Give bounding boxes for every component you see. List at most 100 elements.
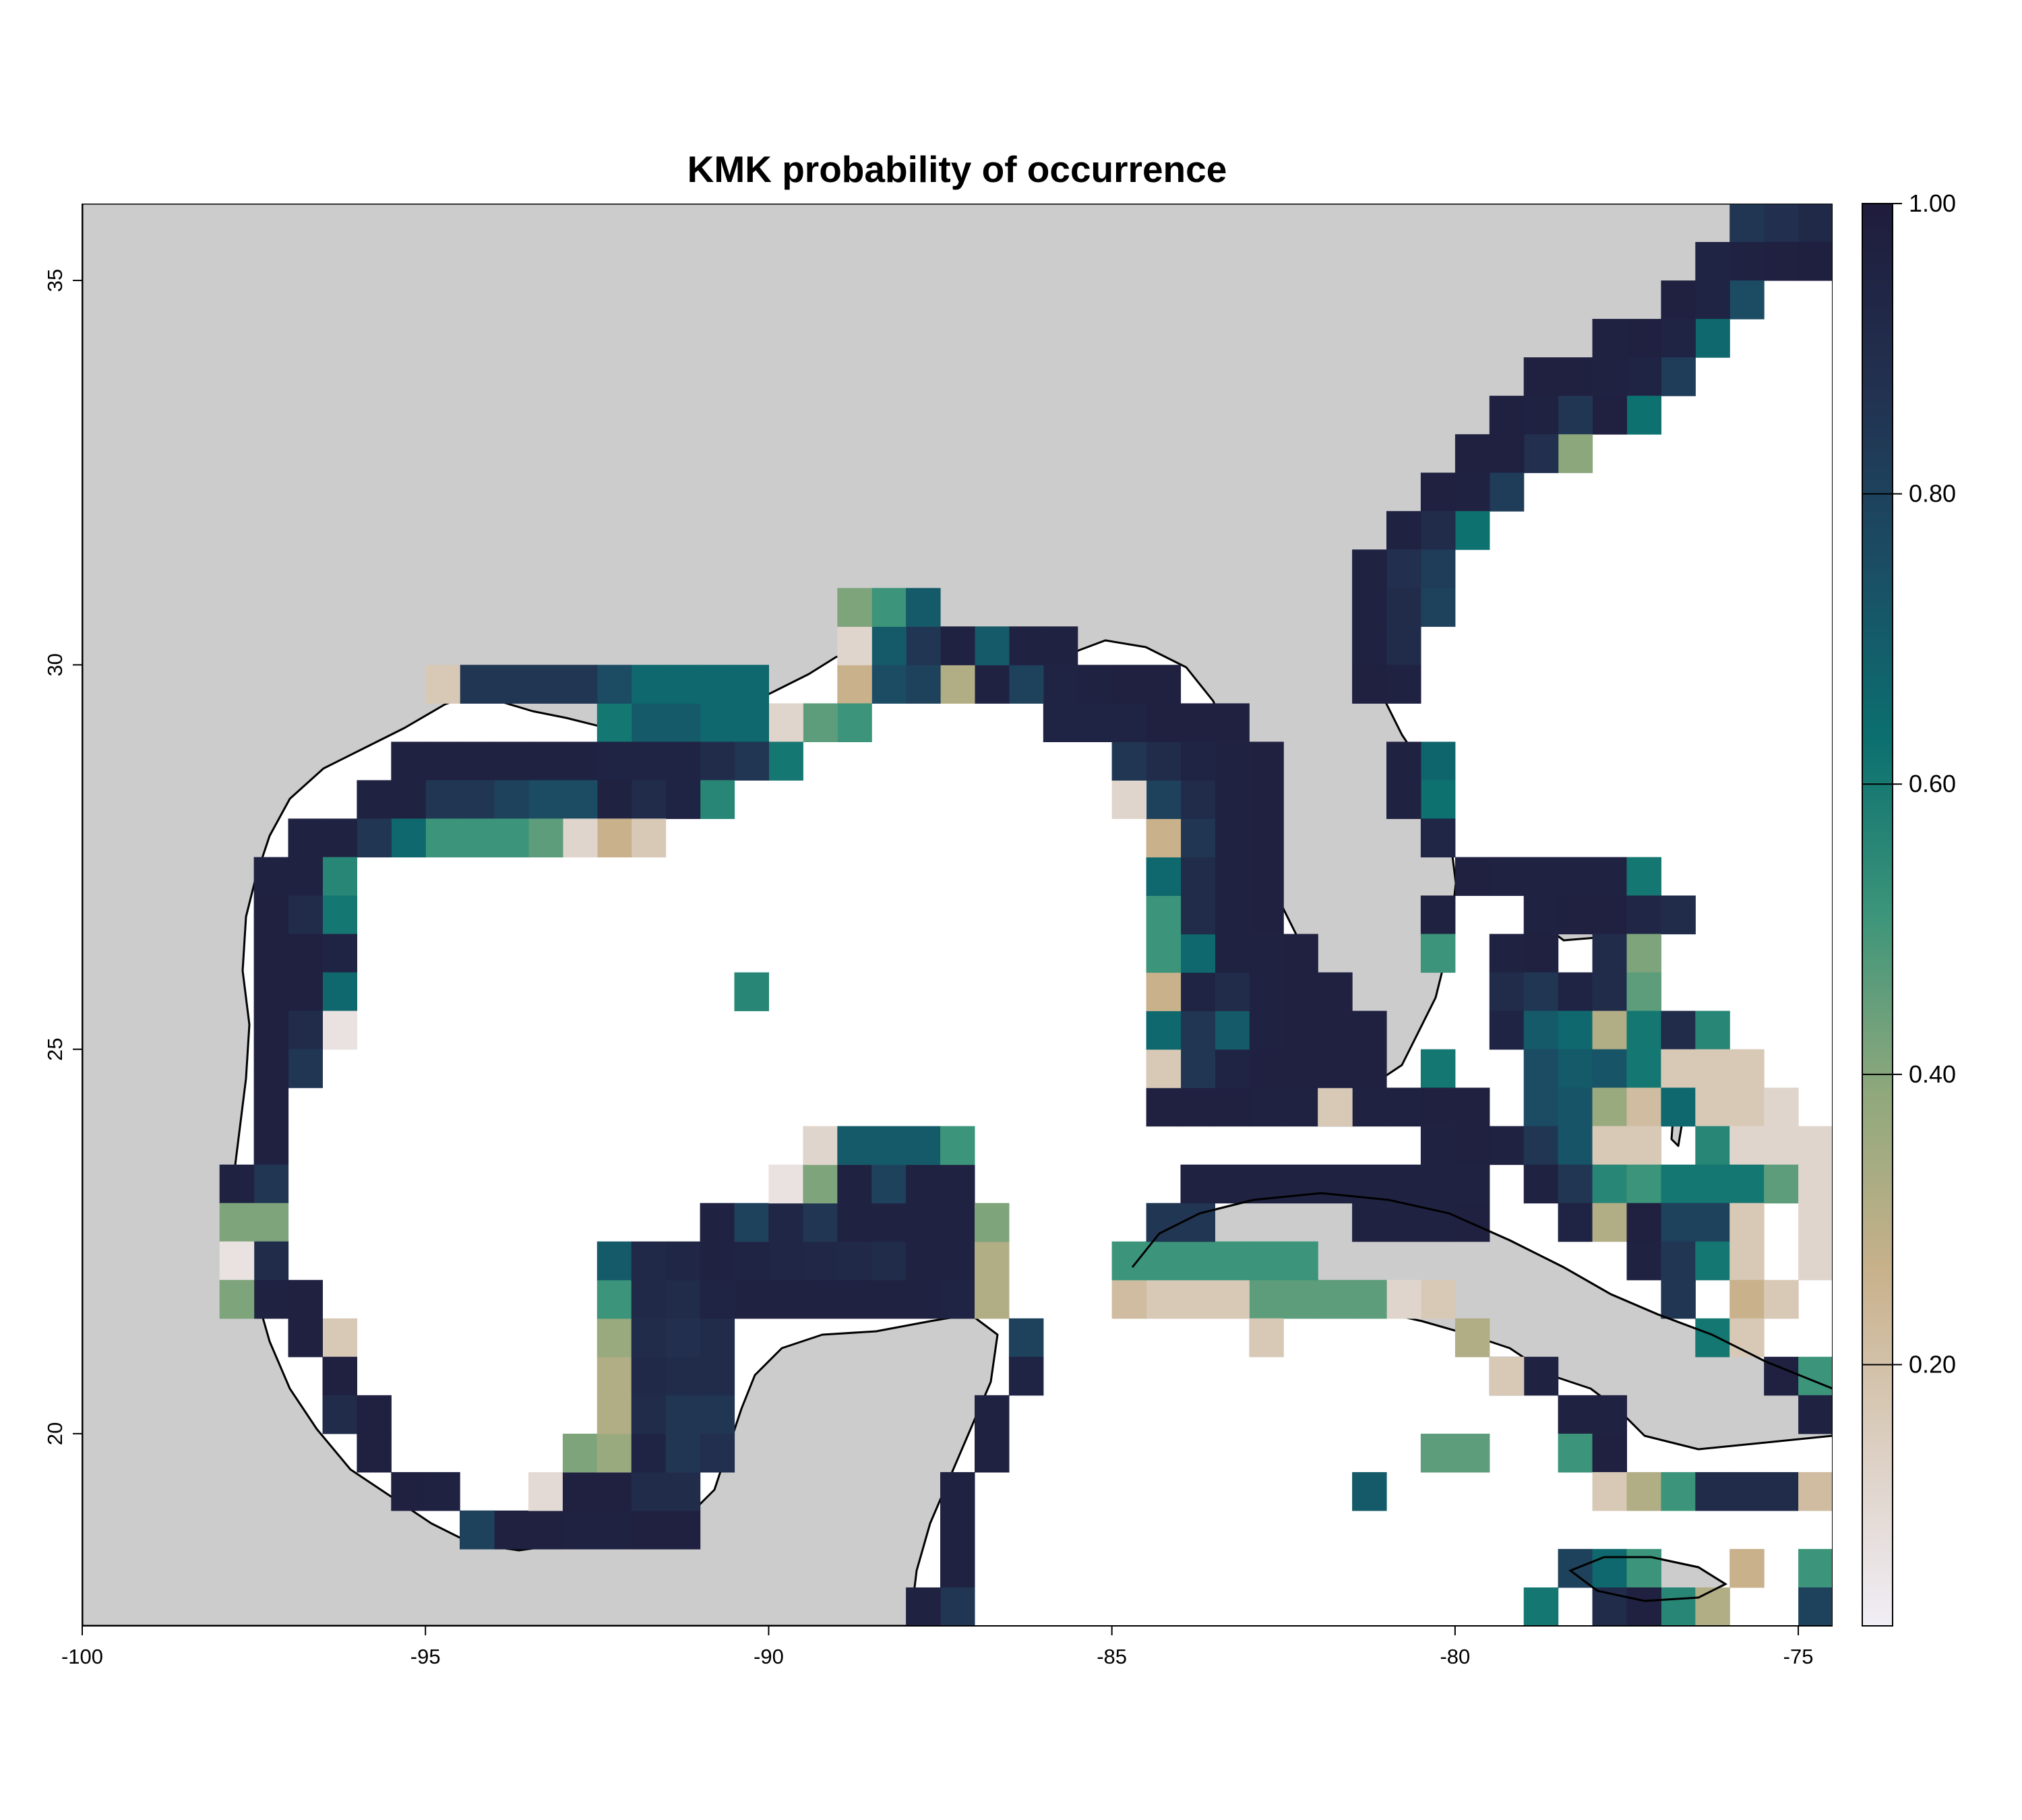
probability-cell — [1249, 857, 1284, 897]
probability-cell — [1180, 1087, 1215, 1127]
probability-cell — [734, 665, 769, 704]
probability-cell — [1180, 972, 1215, 1012]
probability-cell — [1558, 396, 1593, 435]
x-axis: -100 -95 -90 -85 -80 -75 — [61, 1625, 1833, 1668]
probability-cell — [1215, 741, 1250, 781]
probability-cell — [1592, 319, 1627, 358]
probability-cell — [700, 1356, 735, 1396]
probability-cell — [253, 1203, 289, 1242]
probability-cell — [906, 626, 941, 665]
probability-cell — [700, 665, 735, 704]
probability-cell — [1764, 1126, 1799, 1165]
probability-cell — [1523, 396, 1559, 435]
probability-cells — [219, 204, 1833, 1665]
probability-cell — [1215, 972, 1250, 1012]
probability-cell — [803, 1279, 838, 1319]
probability-cell — [1111, 1279, 1147, 1319]
probability-cell — [1558, 1164, 1593, 1204]
probability-cell — [1661, 357, 1696, 396]
probability-cell — [1764, 204, 1799, 243]
probability-cell — [1386, 1203, 1421, 1242]
probability-cell — [1764, 1279, 1799, 1319]
probability-cell — [665, 1472, 701, 1511]
probability-cell — [1558, 357, 1593, 396]
probability-cell — [975, 1203, 1010, 1242]
probability-cell — [1661, 1241, 1696, 1281]
coastline-jamaica — [1568, 1556, 1728, 1602]
probability-cell — [803, 1164, 838, 1204]
probability-cell — [253, 972, 289, 1012]
probability-cell — [734, 1203, 769, 1242]
probability-cell — [700, 741, 735, 781]
probability-cell — [768, 1279, 803, 1319]
probability-cell — [1626, 1164, 1661, 1204]
probability-cell — [1420, 1164, 1456, 1204]
probability-cell — [1798, 1587, 1833, 1626]
probability-cell — [1146, 857, 1182, 897]
probability-cell — [631, 1433, 667, 1473]
probability-cell — [1523, 357, 1559, 396]
x-tick-label: -90 — [754, 1645, 784, 1668]
probability-cell — [631, 1241, 667, 1281]
probability-cell — [1146, 703, 1182, 742]
probability-cell — [665, 1318, 701, 1358]
coastline-overlay — [1131, 1192, 1833, 1602]
probability-cell — [1592, 895, 1627, 935]
colorbar-tick-label: 0.40 — [1909, 1060, 1956, 1088]
probability-cell — [391, 780, 426, 819]
probability-cell — [288, 1049, 323, 1089]
probability-cell — [1558, 857, 1593, 897]
probability-cell — [871, 626, 907, 665]
probability-cell — [596, 1279, 632, 1319]
probability-cell — [562, 818, 598, 857]
probability-cell — [1558, 1395, 1593, 1434]
probability-cell — [528, 780, 563, 819]
probability-cell — [665, 665, 701, 704]
probability-cell — [871, 1241, 907, 1281]
probability-cell — [1352, 588, 1387, 627]
probability-cell — [391, 1472, 426, 1511]
probability-cell — [1489, 1010, 1525, 1050]
probability-cell — [1111, 1241, 1147, 1281]
probability-cell — [1661, 1203, 1696, 1242]
probability-cell — [665, 1395, 701, 1434]
probability-cell — [596, 1395, 632, 1434]
probability-cell — [665, 1279, 701, 1319]
probability-cell — [1764, 242, 1799, 281]
probability-cell — [1798, 1126, 1833, 1165]
probability-cell — [1661, 1626, 1696, 1665]
y-tick-label: 20 — [43, 1422, 67, 1445]
probability-cell — [768, 1203, 803, 1242]
probability-cell — [1318, 1087, 1353, 1127]
probability-cell — [322, 1010, 357, 1050]
probability-cell — [1043, 665, 1078, 704]
probability-cell — [1111, 665, 1147, 704]
probability-cell — [1729, 1548, 1765, 1588]
probability-cell — [1489, 1126, 1525, 1165]
y-tick-label: 35 — [43, 269, 67, 292]
probability-cell — [219, 1203, 255, 1242]
probability-cell — [391, 741, 426, 781]
probability-cell — [1729, 1203, 1765, 1242]
probability-cell — [1764, 1472, 1799, 1511]
probability-cell — [322, 972, 357, 1012]
probability-cell — [1523, 1087, 1559, 1127]
probability-cell — [1592, 396, 1627, 435]
probability-cell — [1352, 549, 1387, 588]
probability-cell — [1798, 242, 1833, 281]
probability-cell — [1454, 1203, 1490, 1242]
probability-cell — [1249, 972, 1284, 1012]
map-panel — [82, 204, 1833, 1665]
probability-cell — [1111, 741, 1147, 781]
probability-cell — [768, 741, 803, 781]
probability-cell — [1626, 1126, 1661, 1165]
probability-cell — [906, 665, 941, 704]
colorbar-gradient — [1862, 203, 1893, 1627]
probability-cell — [1626, 895, 1661, 935]
probability-cell — [871, 665, 907, 704]
probability-cell — [1729, 280, 1765, 320]
probability-cell — [1318, 972, 1353, 1012]
probability-cell — [1283, 1049, 1318, 1089]
probability-cell — [596, 665, 632, 704]
probability-cell — [1352, 1203, 1387, 1242]
